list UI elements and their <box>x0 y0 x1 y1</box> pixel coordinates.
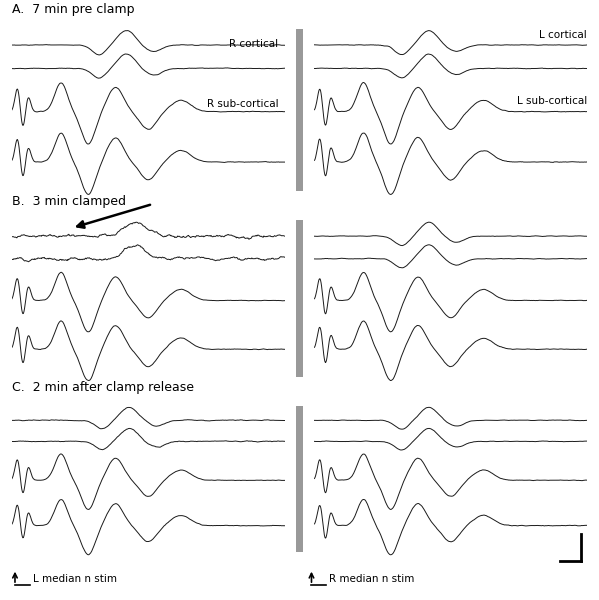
Text: L cortical: L cortical <box>539 30 587 40</box>
Text: B.  3 min clamped: B. 3 min clamped <box>12 195 126 208</box>
Text: L sub-cortical: L sub-cortical <box>517 96 587 106</box>
Text: R sub-cortical: R sub-cortical <box>207 99 279 109</box>
Text: R median n stim: R median n stim <box>329 574 415 584</box>
Text: R cortical: R cortical <box>229 39 279 49</box>
Text: C.  2 min after clamp release: C. 2 min after clamp release <box>12 381 194 394</box>
Text: A.  7 min pre clamp: A. 7 min pre clamp <box>12 3 135 16</box>
Text: L median n stim: L median n stim <box>33 574 117 584</box>
